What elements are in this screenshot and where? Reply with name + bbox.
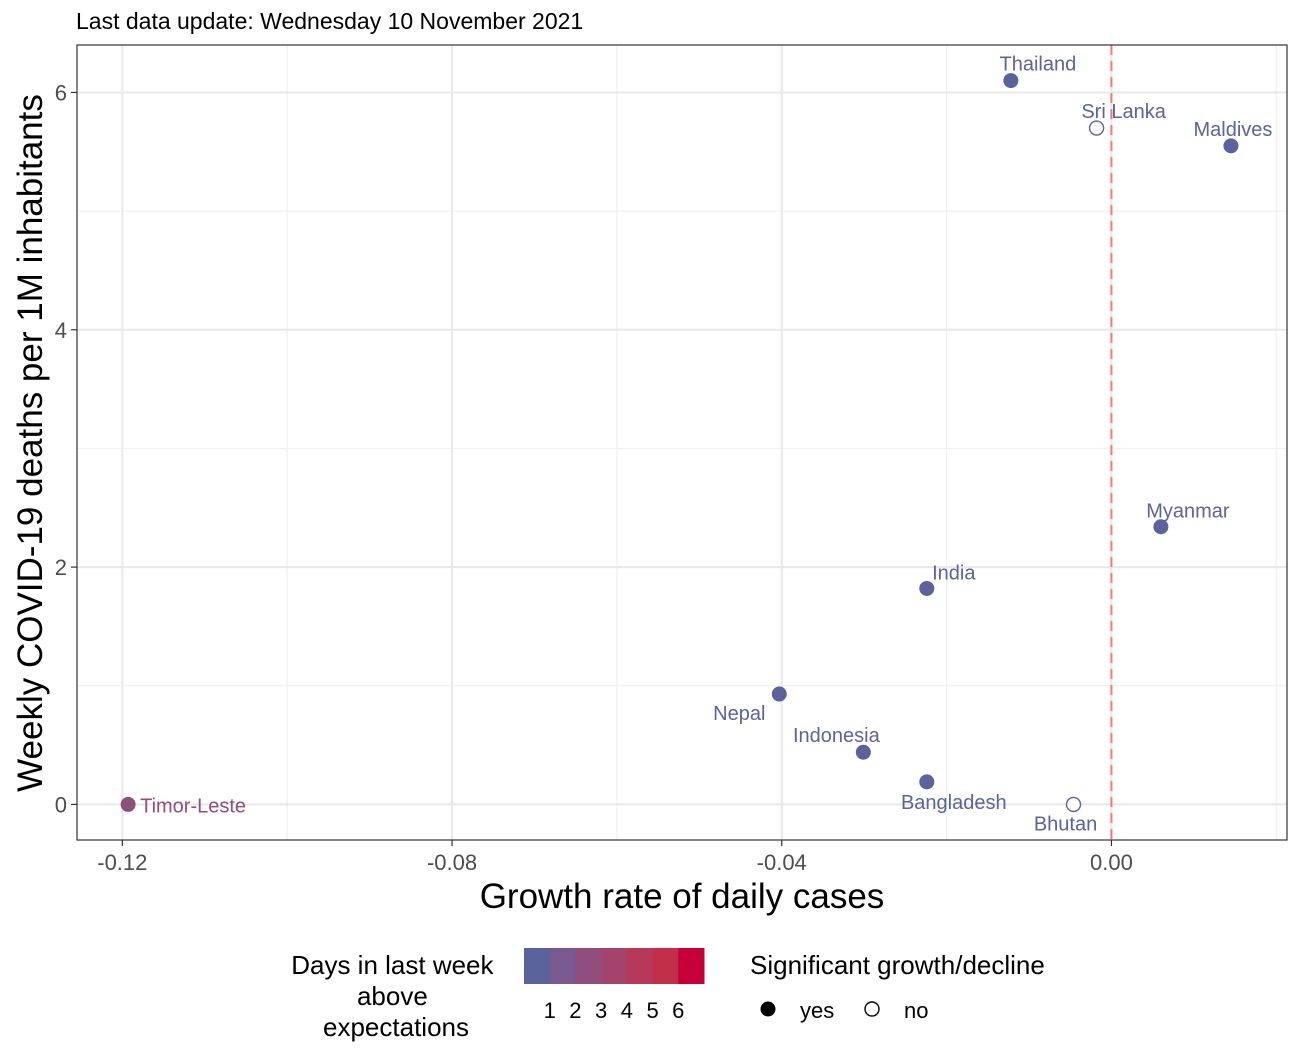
x-tick-label: 0.00	[1090, 850, 1133, 875]
legend-color-title-line-3: expectations	[323, 1012, 469, 1042]
legend-colorbar	[524, 948, 705, 984]
legend-color-title: Days in last week above expectations	[291, 950, 501, 1042]
plot-panel-border	[76, 44, 1288, 841]
data-point	[120, 796, 136, 812]
y-tick-label: 6	[55, 80, 67, 105]
legend-shape-title: Significant growth/decline	[750, 950, 1045, 980]
legend-shape-no-label: no	[904, 998, 928, 1023]
point-label: Bangladesh	[901, 792, 1007, 814]
legend-colorbar-segment	[575, 948, 602, 984]
legend-colorbar-label: 2	[569, 998, 581, 1023]
point-label: Nepal	[713, 703, 765, 725]
legend-colorbar-segment	[524, 948, 551, 984]
legend-colorbar-segment	[678, 948, 705, 984]
data-point	[919, 774, 935, 790]
data-point	[919, 580, 935, 596]
legend-shape-yes-marker	[760, 1001, 776, 1017]
legend-colorbar-segment	[549, 948, 576, 984]
point-label: Maldives	[1193, 119, 1272, 141]
y-axis-title: Weekly COVID-19 deaths per 1M inhabitant…	[11, 94, 50, 792]
legend-shape-yes-label: yes	[800, 998, 834, 1023]
legend-color-title-line-2: above	[357, 981, 428, 1011]
legend-colorbar-label: 4	[621, 998, 633, 1023]
grid-minor	[77, 45, 1287, 840]
plot-panel	[77, 45, 1287, 840]
legend-colorbar-label: 5	[646, 998, 658, 1023]
x-tick-label: -0.04	[757, 850, 807, 875]
y-tick-label: 4	[55, 318, 67, 343]
legend-colorbar-label: 1	[544, 998, 556, 1023]
data-point	[1088, 120, 1105, 136]
legend-colorbar-label: 6	[672, 998, 684, 1023]
legend-shape-no-marker	[864, 1001, 880, 1017]
legend-colorbar-segment	[601, 948, 628, 984]
legend-colorbar-segment	[652, 948, 679, 984]
x-tick-label: -0.08	[427, 850, 477, 875]
data-points	[120, 73, 1239, 813]
chart-subtitle: Last data update: Wednesday 10 November …	[76, 8, 583, 34]
legend-colorbar-label: 3	[595, 998, 607, 1023]
x-axis-ticks: -0.12 -0.08 -0.04 0.00	[97, 840, 1133, 875]
x-axis-title: Growth rate of daily cases	[480, 877, 885, 916]
y-tick-label: 2	[55, 555, 67, 580]
legend-color-title-line-1: Days in last week	[291, 950, 494, 980]
y-axis-ticks: 0 2 4 6	[55, 80, 77, 817]
data-point	[1003, 73, 1019, 89]
data-point	[1153, 519, 1169, 535]
point-label: Indonesia	[793, 725, 881, 747]
point-label: India	[932, 562, 976, 584]
x-tick-label: -0.12	[97, 850, 147, 875]
data-point	[1065, 796, 1082, 813]
point-label: Myanmar	[1146, 501, 1230, 523]
data-point	[1223, 138, 1239, 154]
data-point	[855, 744, 871, 760]
point-label: Sri Lanka	[1081, 101, 1166, 123]
y-tick-label: 0	[55, 792, 67, 817]
point-label: Bhutan	[1034, 813, 1097, 835]
point-label: Timor-Leste	[140, 795, 246, 817]
legend-colorbar-segment	[626, 948, 654, 984]
data-point	[771, 686, 787, 702]
point-labels: Thailand Sri Lanka Maldives Myanmar India Nep…	[140, 54, 1272, 836]
point-label: Thailand	[1000, 54, 1077, 76]
